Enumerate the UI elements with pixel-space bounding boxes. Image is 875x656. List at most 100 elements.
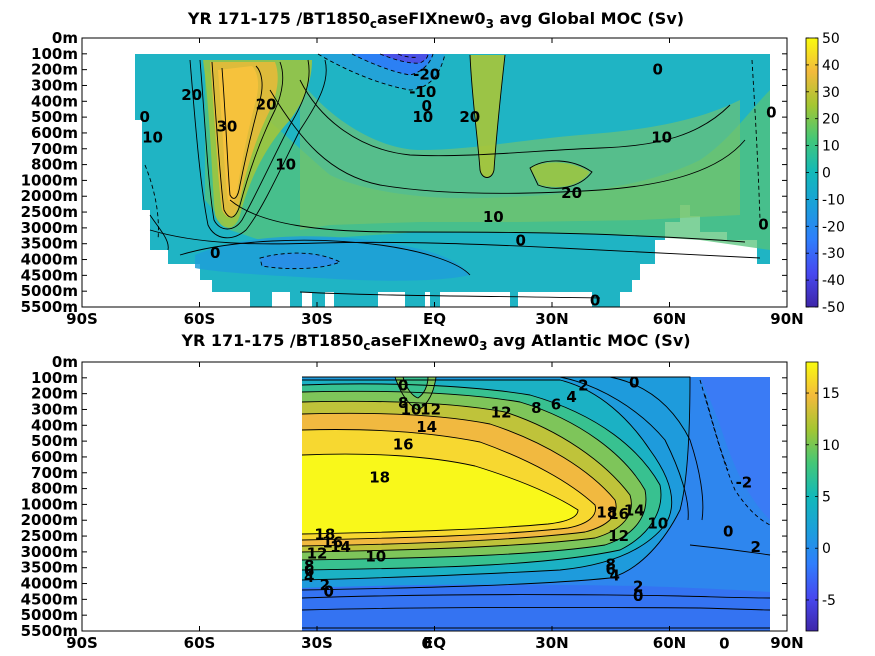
- y-tick-label: 1000m: [21, 495, 78, 513]
- y-tick-label: 800m: [31, 156, 78, 174]
- contour-label: 0: [719, 635, 729, 653]
- x-tick-label: 30N: [535, 634, 568, 652]
- contour-label: 0: [633, 587, 643, 605]
- contour-label: 10: [647, 514, 668, 532]
- y-tick-label: 2500m: [21, 527, 78, 545]
- x-tick-label: EQ: [423, 634, 446, 652]
- global-y-axis: 0m100m200m300m400m500m600m700m800m1000m2…: [21, 29, 787, 316]
- contour-label: 10: [483, 208, 504, 226]
- y-tick-label: 0m: [52, 353, 78, 371]
- contour-label: 4: [304, 568, 314, 586]
- y-tick-label: 700m: [31, 464, 78, 482]
- y-tick-label: 2000m: [21, 187, 78, 205]
- contour-label: 10: [401, 400, 422, 418]
- contour-label: 4: [566, 388, 576, 406]
- colorbar-tick-label: 40: [822, 58, 840, 74]
- colorbar-tick-label: 0: [822, 166, 831, 182]
- contour-label: 0: [766, 103, 776, 121]
- contour-label: 20: [181, 86, 202, 104]
- contour-label: 8: [398, 394, 408, 412]
- atlantic-colorbar-ticks: 15 10 5 0 -5: [806, 386, 840, 609]
- x-tick-label: 60S: [184, 634, 216, 652]
- y-tick-label: 700m: [31, 140, 78, 158]
- colorbar-tick-label: -40: [822, 273, 845, 289]
- contour-label: 8: [606, 556, 616, 574]
- contour-label: -10: [409, 83, 436, 101]
- contour-label: 6: [304, 562, 314, 580]
- colorbar-tick-label: -5: [822, 593, 836, 609]
- contour-label: 0: [421, 97, 431, 115]
- y-tick-label: 300m: [31, 76, 78, 94]
- contour-label: 16: [322, 533, 343, 551]
- contour-label: 12: [608, 527, 629, 545]
- y-tick-label: 4500m: [21, 266, 78, 284]
- contour-label: 20: [561, 184, 582, 202]
- x-tick-label: 30S: [301, 634, 333, 652]
- contour-label: 10: [142, 129, 163, 147]
- y-tick-label: 600m: [31, 448, 78, 466]
- y-tick-label: 1000m: [21, 171, 78, 189]
- contour-label: 0: [515, 232, 525, 250]
- contour-label: 30: [216, 118, 237, 136]
- colorbar-tick-label: -20: [822, 219, 845, 235]
- atlantic-moc-title: YR 171-175 /BT1850caseFIXnew03 avg Atlan…: [180, 331, 690, 353]
- colorbar-tick-label: 50: [822, 31, 840, 47]
- colorbar-tick-label: -50: [822, 300, 845, 316]
- y-tick-label: 5500m: [21, 622, 78, 640]
- contour-label: 20: [256, 95, 277, 113]
- y-tick-label: 5000m: [21, 282, 78, 300]
- colorbar-tick-label: 15: [822, 386, 840, 402]
- contour-label: 14: [416, 418, 437, 436]
- y-tick-label: 200m: [31, 61, 78, 79]
- contour-label: 18: [596, 503, 617, 521]
- y-tick-label: 500m: [31, 108, 78, 126]
- y-tick-label: 5000m: [21, 606, 78, 624]
- colorbar-tick-label: 5: [822, 490, 831, 506]
- contour-label: 14: [624, 502, 645, 520]
- x-tick-label: 90N: [770, 310, 803, 328]
- y-tick-label: 4500m: [21, 590, 78, 608]
- contour-label: 2: [750, 538, 760, 556]
- x-tick-label: 90N: [770, 634, 803, 652]
- atlantic-moc-field: [82, 362, 787, 631]
- contour-label: 8: [304, 557, 314, 575]
- y-tick-label: 3000m: [21, 219, 78, 237]
- contour-label: 10: [275, 156, 296, 174]
- atlantic-x-axis: 90S 60S 30S EQ 30N 60N 90N: [66, 362, 804, 652]
- contour-label: 12: [420, 400, 441, 418]
- y-tick-label: 5500m: [21, 298, 78, 316]
- contour-label: 16: [393, 435, 414, 453]
- colorbar-tick-label: 20: [822, 112, 840, 128]
- y-tick-label: 0m: [52, 29, 78, 47]
- contour-label: 0: [629, 374, 639, 392]
- x-tick-label: 60S: [184, 310, 216, 328]
- y-tick-label: 3000m: [21, 543, 78, 561]
- global-moc-title: YR 171-175 /BT1850caseFIXnew03 avg Globa…: [187, 9, 684, 31]
- contour-label: 0: [210, 244, 220, 262]
- atlantic-y-axis: 0m100m200m300m400m500m600m700m800m1000m2…: [21, 353, 787, 640]
- y-tick-label: 300m: [31, 400, 78, 418]
- contour-label: 0: [653, 61, 663, 79]
- contour-label: 0: [590, 292, 600, 310]
- y-tick-label: 3500m: [21, 235, 78, 253]
- contour-label: 0: [398, 377, 408, 395]
- y-tick-label: 400m: [31, 416, 78, 434]
- colorbar-tick-label: 0: [822, 541, 831, 557]
- contour-label: -2: [736, 473, 753, 491]
- contour-label: 0: [723, 522, 733, 540]
- y-tick-label: 2500m: [21, 203, 78, 221]
- contour-label: 18: [314, 525, 335, 543]
- x-tick-label: 60N: [653, 634, 686, 652]
- contour-label: 20: [459, 108, 480, 126]
- y-tick-label: 800m: [31, 480, 78, 498]
- global-x-axis: 90S 60S 30S EQ 30N 60N 90N: [66, 38, 804, 328]
- colorbar-tick-label: -10: [822, 192, 845, 208]
- y-tick-label: 100m: [31, 45, 78, 63]
- contour-label: 16: [608, 505, 629, 523]
- contour-label: 18: [369, 469, 390, 487]
- contour-label: 0: [758, 216, 768, 234]
- x-tick-label: 30S: [301, 310, 333, 328]
- y-tick-label: 500m: [31, 432, 78, 450]
